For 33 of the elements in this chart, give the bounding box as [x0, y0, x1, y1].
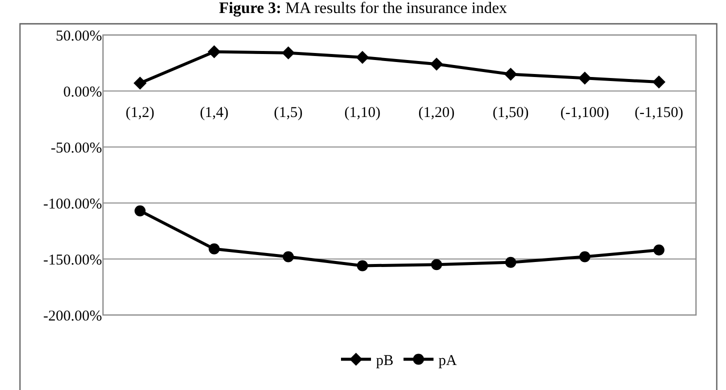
x-tick-label: (1,10) — [344, 105, 381, 121]
x-tick-label: (1,4) — [200, 105, 229, 121]
point — [134, 76, 147, 90]
x-tick-label: (1,5) — [274, 105, 303, 121]
y-tick-label: -100.00% — [43, 196, 102, 212]
x-tick-label: (1,20) — [418, 105, 455, 121]
y-tick-label: -50.00% — [50, 140, 102, 156]
x-tick-label: (-1,150) — [634, 105, 684, 121]
x-tick-label: (1,2) — [126, 105, 154, 121]
point — [282, 46, 295, 60]
point — [579, 251, 590, 262]
x-tick-label: (-1,100) — [560, 105, 610, 121]
point — [282, 251, 294, 262]
point — [505, 256, 516, 268]
y-tick-label: 0.00% — [63, 84, 102, 100]
point — [134, 205, 146, 216]
point — [430, 58, 444, 71]
legend-label: pA — [438, 353, 458, 370]
legend-label: pB — [376, 353, 394, 370]
point — [356, 260, 368, 272]
y-tick-label: -150.00% — [43, 252, 102, 268]
y-tick-label: 50.00% — [56, 28, 102, 44]
point — [431, 259, 442, 270]
point — [208, 243, 220, 254]
point — [356, 50, 369, 64]
chart-title: Figure 3: MA results for the insurance index — [218, 0, 508, 18]
point — [208, 45, 221, 58]
x-tick-label: (1,50) — [492, 105, 529, 121]
point — [504, 68, 518, 81]
point — [578, 72, 592, 85]
point — [653, 244, 664, 256]
y-tick-label: -200.00% — [43, 308, 102, 324]
point — [652, 76, 666, 89]
